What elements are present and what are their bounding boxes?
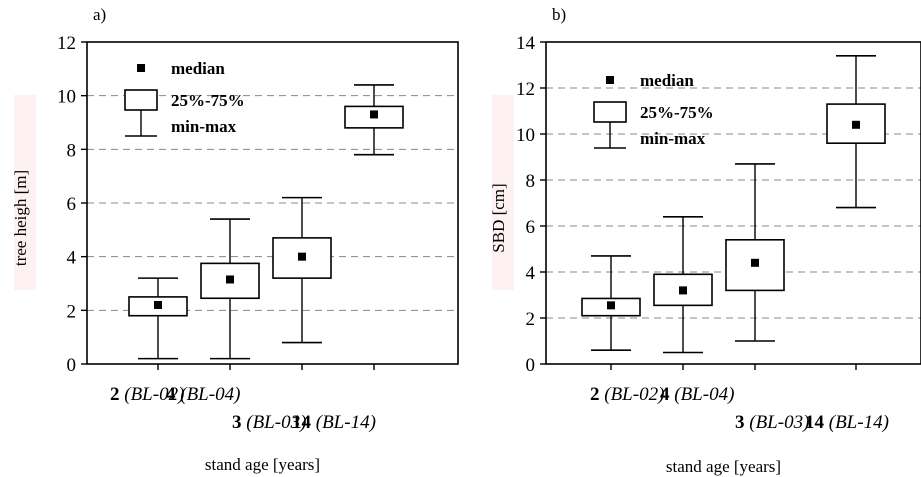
- box-2: [581, 255, 641, 352]
- legend-median-marker: [606, 76, 614, 84]
- x-axis-label: stand age [years]: [205, 455, 320, 474]
- median-marker: [154, 300, 162, 309]
- median-marker: [226, 275, 234, 284]
- y-tick-label: 4: [526, 263, 536, 284]
- category-number: 2: [110, 384, 124, 405]
- category-label: 2 (BL-02): [590, 384, 664, 405]
- y-axis-label: tree heigh [m]: [11, 170, 30, 266]
- median-marker: [852, 120, 860, 129]
- legend-whisker-label: min-max: [171, 117, 237, 136]
- category-label: 2 (BL-02): [110, 384, 184, 405]
- category-code: (BL-14): [316, 412, 376, 433]
- category-code: (BL-02): [124, 384, 184, 405]
- median-marker: [751, 258, 759, 267]
- category-number: 4: [660, 384, 674, 405]
- panel-label: b): [552, 5, 566, 24]
- y-tick-label: 2: [67, 301, 77, 322]
- box-2: [128, 277, 188, 360]
- y-tick-label: 0: [526, 355, 536, 376]
- box-14: [826, 54, 886, 209]
- median-marker: [370, 110, 378, 119]
- y-tick-label: 10: [57, 87, 76, 108]
- box-4: [272, 196, 332, 344]
- y-tick-label: 8: [67, 140, 77, 161]
- y-tick-label: 6: [67, 194, 77, 215]
- y-tick-label: 0: [67, 355, 77, 376]
- y-axis-label: SBD [cm]: [489, 183, 508, 252]
- category-label: 4 (BL-04): [166, 384, 240, 405]
- category-code: (BL-03): [749, 412, 809, 433]
- y-tick-label: 8: [526, 171, 536, 192]
- category-code: (BL-03): [246, 412, 306, 433]
- legend-box-label: 25%-75%: [640, 103, 714, 122]
- category-number: 14: [292, 412, 316, 433]
- category-label: 14 (BL-14): [805, 412, 889, 433]
- y-tick-label: 6: [526, 217, 536, 238]
- legend-whisker-label: min-max: [640, 129, 706, 148]
- box-3: [653, 216, 713, 354]
- y-tick-label: 4: [67, 248, 77, 269]
- y-tick-label: 12: [57, 33, 76, 54]
- category-label: 14 (BL-14): [292, 412, 376, 433]
- legend-box-label: 25%-75%: [171, 91, 245, 110]
- y-tick-label: 10: [516, 125, 535, 146]
- plot-frame: [545, 41, 921, 365]
- category-code: (BL-02): [604, 384, 664, 405]
- legend: median 25%-75% min-max: [593, 71, 714, 149]
- box-3: [200, 218, 260, 360]
- ylabel-band: [492, 95, 514, 290]
- y-tick-label: 14: [516, 33, 536, 54]
- y-tick-label: 12: [516, 79, 535, 100]
- category-label: 3 (BL-03): [735, 412, 809, 433]
- category-code: (BL-14): [829, 412, 889, 433]
- category-number: 2: [590, 384, 604, 405]
- median-marker: [679, 286, 687, 295]
- x-axis-label: stand age [years]: [666, 457, 781, 476]
- category-code: (BL-04): [180, 384, 240, 405]
- ylabel-band: [14, 95, 36, 290]
- category-label: 4 (BL-04): [660, 384, 734, 405]
- category-number: 3: [232, 412, 246, 433]
- box-4: [725, 163, 785, 342]
- panel-a: 0 2 4 6 8 10 12 2 (BL-02) 3 (BL-03) 4 (BL-04) 14 (…: [11, 5, 459, 474]
- legend: median 25%-75% min-max: [124, 59, 245, 137]
- median-marker: [298, 252, 306, 261]
- median-marker: [607, 301, 615, 310]
- legend-box-swatch: [593, 101, 627, 123]
- legend-median-marker: [137, 64, 145, 72]
- legend-median-label: median: [640, 71, 694, 90]
- category-number: 3: [735, 412, 749, 433]
- category-label: 3 (BL-03): [232, 412, 306, 433]
- category-code: (BL-04): [674, 384, 734, 405]
- legend-median-label: median: [171, 59, 225, 78]
- category-number: 4: [166, 384, 180, 405]
- category-number: 14: [805, 412, 829, 433]
- y-tick-label: 2: [526, 309, 536, 330]
- box-14: [344, 84, 404, 156]
- panel-label: a): [93, 5, 106, 24]
- legend-box-swatch: [124, 89, 158, 111]
